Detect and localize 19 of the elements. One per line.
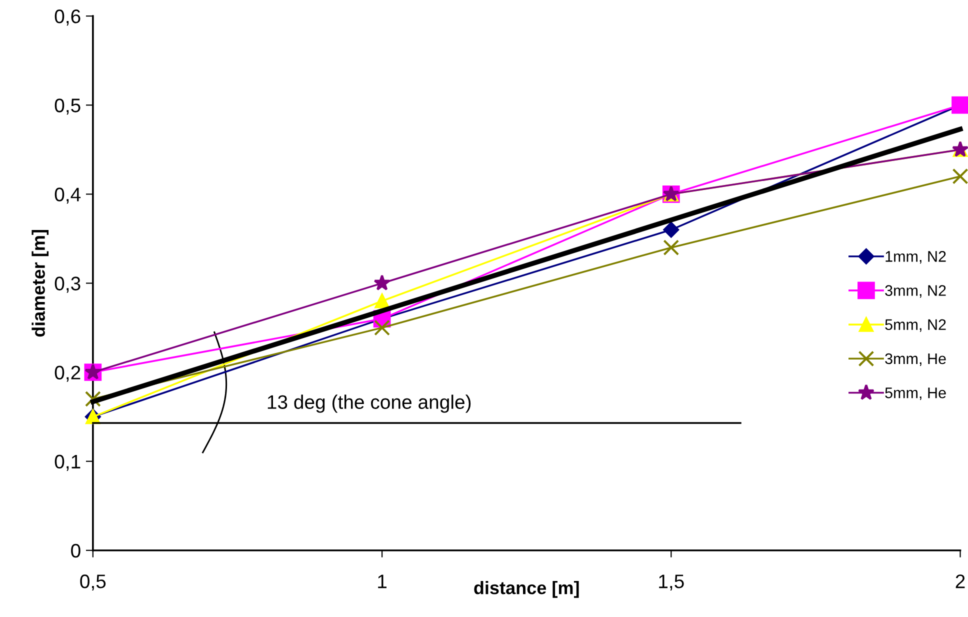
y-tick-label: 0 [71,544,80,558]
x-axis-title: distance [m] [474,580,579,598]
x-tick-label: 1,5 [659,574,684,591]
legend-label: 5mm, N2 [885,319,946,332]
y-tick-label: 0,4 [54,188,81,204]
y-axis-title: diameter [m] [32,230,49,337]
y-tick-label: 0,5 [54,98,80,115]
legend-label: 1mm, N2 [886,251,946,264]
x-tick-label: 1 [378,574,386,588]
annotation: 13 deg (the cone angle) [268,394,471,413]
legend-label: 3mm, He [885,353,946,366]
x-tick-label: 2 [956,574,965,588]
y-tick-label: 0,6 [54,10,80,26]
y-tick-label: 0,1 [54,454,80,471]
legend-label: 5mm, He [885,388,946,400]
y-tick-label: 0,2 [54,366,80,382]
y-tick-label: 0,3 [54,276,80,293]
x-tick-label: 0,5 [80,574,106,591]
legend-label: 3mm, N2 [885,285,946,298]
